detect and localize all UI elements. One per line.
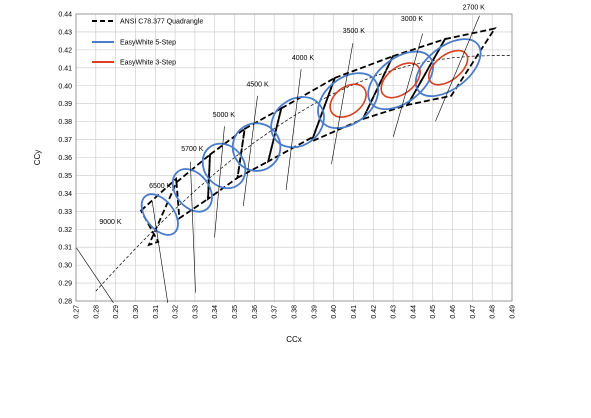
three-step-ellipse-3500k [329,83,367,118]
y-tick-label: 0.29 [58,281,72,288]
cct-leader-line [242,95,258,206]
legend-label: EasyWhite 5-Step [120,40,176,47]
five-step-ellipse-5700k [171,168,213,213]
legend-label: ANSI C78.377 Quadrangle [120,19,203,26]
x-tick-label: 0.44 [410,305,417,319]
x-tick-label: 0.41 [351,305,358,319]
ansi-quadrangle-2700k [405,27,497,107]
y-tick-label: 0.39 [58,101,72,108]
cct-leader-line [151,200,169,303]
y-tick-label: 0.28 [58,299,72,306]
ansi-quadrangle-5700k [175,152,211,220]
y-tick-label: 0.40 [58,83,72,90]
ansi-quadrangle-6500k [139,176,178,247]
x-axis-title: CCx [286,335,302,344]
x-tick-label: 0.46 [450,305,457,319]
cct-label: 9000 K [99,219,122,226]
x-tick-label: 0.33 [192,305,199,319]
cct-label: 2700 K [463,5,486,12]
legend-label: EasyWhite 3-Step [120,60,176,67]
x-tick-label: 0.31 [153,305,160,319]
x-tick-label: 0.43 [391,305,398,319]
axes: 0.27 0.28 0.29 0.30 0.31 0.32 0.33 0.34 0.35 0.36… [58,12,516,319]
three-step-ellipse-2700k [427,49,469,86]
easywhite-3-step-ellipses [329,49,469,118]
x-tick-label: 0.39 [311,305,318,319]
cct-label: 6500 K [149,183,172,190]
five-step-ellipse-3500k [317,72,380,129]
five-step-ellipse-4500k [231,122,282,172]
three-step-ellipse-3000k [380,62,421,99]
five-step-ellipse-3000k [367,50,434,111]
cct-label: 5000 K [213,112,236,119]
cct-label: 3500 K [343,28,366,35]
cct-leader-line [285,69,302,191]
y-tick-label: 0.37 [58,137,72,144]
x-tick-label: 0.29 [113,305,120,319]
cct-label: 3000 K [401,16,424,23]
x-tick-label: 0.28 [93,305,100,319]
cct-leader-line [214,126,225,238]
y-tick-label: 0.32 [58,227,72,234]
cct-leader-line [435,15,480,122]
cct-label: 4500 K [246,81,269,88]
cct-leader-lines [76,15,480,303]
five-step-ellipse-5000k [201,142,247,190]
planckian-locus-line [95,55,512,292]
five-step-ellipse-6500k [140,193,179,236]
y-tick-label: 0.34 [58,191,72,198]
y-tick-label: 0.33 [58,209,72,216]
x-tick-label: 0.40 [331,305,338,319]
cct-label: 5700 K [181,146,204,153]
y-tick-label: 0.42 [58,47,72,54]
legend: ANSI C78.377 Quadrangle EasyWhite 5-Step E… [92,19,203,67]
x-tick-label: 0.48 [490,305,497,319]
cct-leader-line [76,247,114,303]
five-step-ellipse-4000k [270,96,325,149]
y-tick-label: 0.31 [58,245,72,252]
x-tick-label: 0.47 [470,305,477,319]
y-tick-label: 0.30 [58,263,72,270]
x-tick-label: 0.35 [232,305,239,319]
cct-leader-line [331,43,354,165]
x-tick-label: 0.49 [510,305,517,319]
y-tick-label: 0.36 [58,155,72,162]
x-tick-label: 0.36 [252,305,259,319]
five-step-ellipse-2700k [414,38,482,98]
y-tick-label: 0.44 [58,12,72,19]
y-tick-label: 0.43 [58,29,72,36]
y-axis-title: CCy [33,150,42,166]
easywhite-5-step-ellipses [140,38,482,236]
cct-label: 4000 K [292,55,315,62]
y-tick-label: 0.35 [58,173,72,180]
x-tick-label: 0.32 [173,305,180,319]
plot-frame [75,13,513,302]
cct-labels: 9000 K 6500 K 5700 K 5000 K 4500 K 4000 K 3500… [99,5,485,227]
y-tick-label: 0.41 [58,65,72,72]
x-tick-label: 0.27 [74,305,81,319]
x-tick-label: 0.38 [292,305,299,319]
y-tick-label: 0.38 [58,119,72,126]
x-tick-label: 0.34 [212,305,219,319]
ansi-quadrangle-4500k [236,106,283,180]
cct-leader-line [393,33,423,137]
x-tick-label: 0.37 [272,305,279,319]
x-tick-label: 0.30 [133,305,140,319]
planckian-locus [95,55,512,292]
ansi-quadrangle-4000k [266,75,337,164]
x-tick-label: 0.42 [371,305,378,319]
cct-leader-line [190,161,196,293]
x-tick-label: 0.45 [430,305,437,319]
